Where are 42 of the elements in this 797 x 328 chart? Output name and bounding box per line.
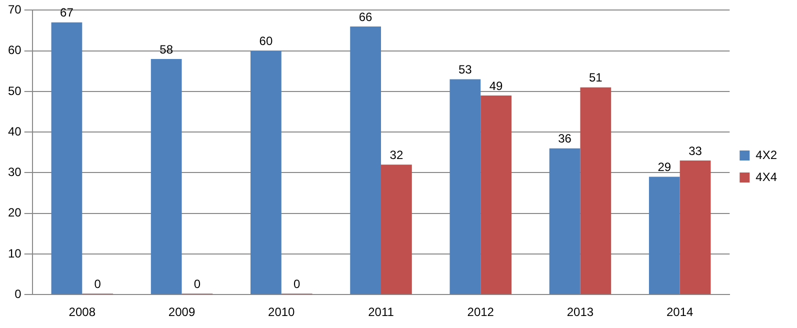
bar <box>150 58 182 294</box>
y-tick-label: 10 <box>8 246 22 260</box>
legend-label: 4X2 <box>756 148 778 162</box>
data-label: 53 <box>458 62 472 77</box>
x-tick-label: 2014 <box>666 305 694 320</box>
y-tick-label: 20 <box>8 206 22 220</box>
bar <box>580 87 612 294</box>
data-label: 51 <box>588 70 603 85</box>
bar <box>381 164 412 294</box>
data-label: 67 <box>60 6 74 20</box>
data-label: 36 <box>558 132 572 146</box>
data-label: 29 <box>658 160 672 174</box>
y-tick-label: 60 <box>8 43 22 58</box>
bar <box>350 26 381 294</box>
legend-label: 4X4 <box>756 170 778 184</box>
bar <box>680 160 711 294</box>
data-label: 66 <box>358 10 373 24</box>
x-tick-label: 2013 <box>566 305 594 320</box>
bar <box>51 22 82 294</box>
y-tick-label: 70 <box>8 2 22 17</box>
data-label: 0 <box>293 276 300 291</box>
bar <box>549 148 580 294</box>
data-label: 60 <box>259 34 273 48</box>
data-label: 49 <box>489 78 504 93</box>
data-label: 33 <box>688 144 702 158</box>
x-tick-label: 2010 <box>268 305 296 320</box>
data-label: 32 <box>390 148 404 162</box>
data-label: 0 <box>194 276 201 291</box>
y-tick-label: 0 <box>14 286 22 301</box>
y-tick-label: 50 <box>8 84 22 98</box>
y-tick-label: 40 <box>8 124 22 138</box>
bar <box>648 176 680 294</box>
data-label: 0 <box>94 276 102 291</box>
x-tick-label: 2011 <box>368 305 394 320</box>
bar <box>480 96 512 294</box>
x-tick-label: 2008 <box>68 305 96 320</box>
bar <box>450 79 481 294</box>
data-label: 58 <box>160 42 174 56</box>
x-tick-label: 2009 <box>168 305 196 320</box>
y-tick-label: 30 <box>8 165 22 180</box>
bar <box>250 50 282 294</box>
x-tick-label: 2012 <box>467 305 494 320</box>
